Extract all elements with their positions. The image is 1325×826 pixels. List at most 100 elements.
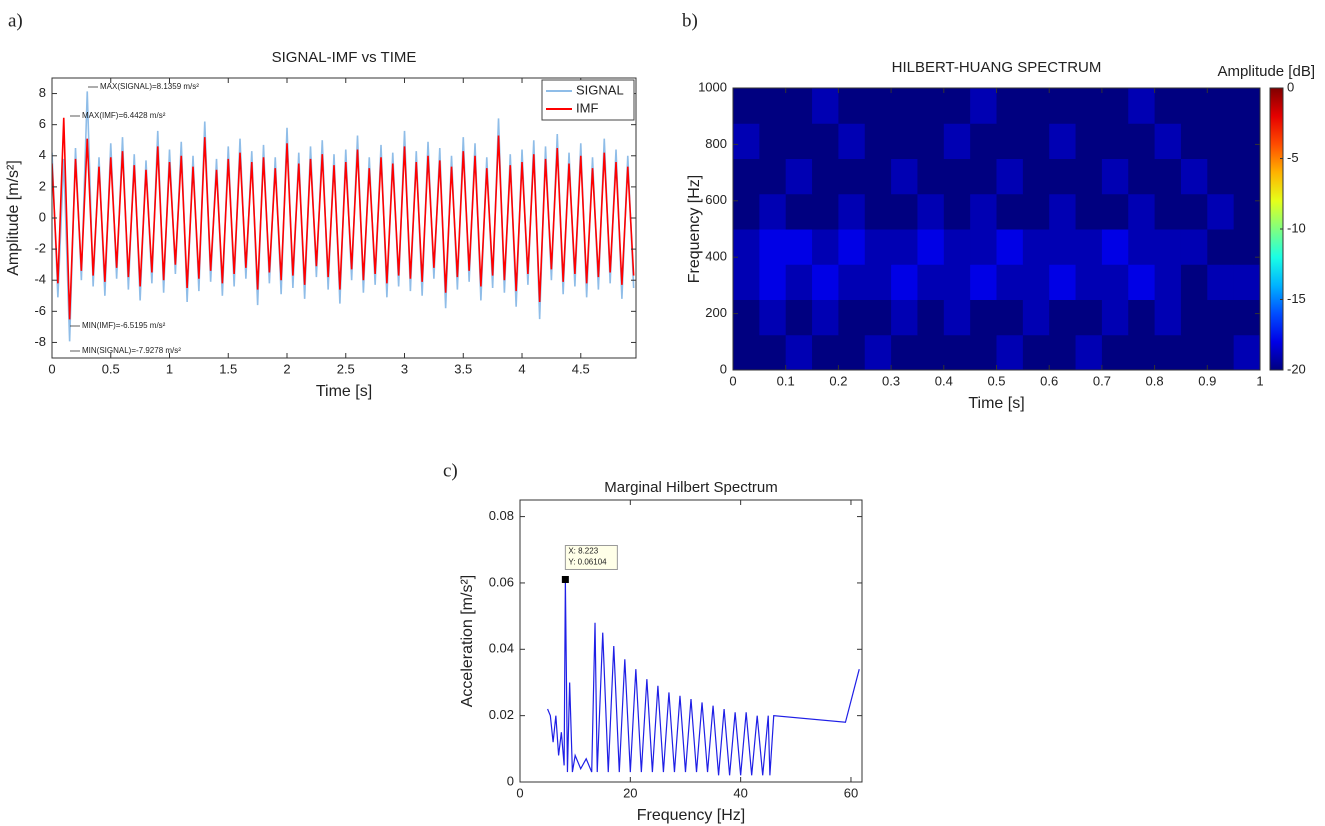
- heat-cell: [1233, 193, 1261, 230]
- heat-cell: [943, 193, 971, 230]
- heat-cell: [1049, 193, 1077, 230]
- heat-cell: [733, 334, 760, 371]
- heat-cell: [733, 264, 760, 300]
- heat-cell: [1207, 123, 1235, 159]
- y-tick-label: 0: [39, 209, 46, 224]
- x-tick-label: 0.2: [829, 373, 847, 388]
- heat-cell: [1075, 229, 1103, 265]
- heat-cell: [1233, 229, 1261, 265]
- heat-cell: [891, 193, 918, 230]
- heat-cell: [864, 88, 892, 124]
- x-tick-label: 1: [1256, 373, 1263, 388]
- heat-cell: [838, 229, 866, 265]
- heat-cell: [917, 158, 945, 195]
- x-tick-label: 1: [166, 361, 173, 376]
- heat-cell: [785, 123, 813, 159]
- heat-cell: [838, 88, 866, 124]
- heat-cell: [943, 334, 971, 371]
- colorbar-tick-label: -10: [1287, 220, 1306, 235]
- heat-cell: [1101, 158, 1129, 195]
- heat-cell: [864, 299, 892, 336]
- heat-cell: [838, 123, 866, 159]
- x-tick-label: 2: [283, 361, 290, 376]
- colorbar-tick-label: -15: [1287, 291, 1306, 306]
- x-tick-label: 0.5: [102, 361, 120, 376]
- heat-cell: [1180, 88, 1208, 124]
- heat-cell: [1180, 193, 1208, 230]
- x-tick-label: 0.1: [777, 373, 795, 388]
- heat-cell: [891, 123, 918, 159]
- heat-cell: [1049, 123, 1077, 159]
- chart-title: SIGNAL-IMF vs TIME: [272, 49, 417, 66]
- heat-cell: [1075, 334, 1103, 371]
- heat-cell: [1207, 264, 1235, 300]
- heat-cell: [1022, 193, 1050, 230]
- heat-cell: [1075, 123, 1103, 159]
- heat-cell: [812, 158, 839, 195]
- heat-cell: [838, 264, 866, 300]
- heat-cell: [1075, 88, 1103, 124]
- chart-title: Marginal Hilbert Spectrum: [604, 479, 777, 496]
- y-tick-label: 6: [39, 116, 46, 131]
- heat-cell: [785, 158, 813, 195]
- heat-cell: [1075, 193, 1103, 230]
- heat-cell: [1022, 264, 1050, 300]
- heat-cell: [1049, 264, 1077, 300]
- heat-cell: [759, 158, 787, 195]
- heat-cell: [838, 334, 866, 371]
- heat-cell: [864, 264, 892, 300]
- colorbar-tick-label: -5: [1287, 150, 1299, 165]
- heat-cell: [996, 264, 1024, 300]
- colorbar-tick-label: 0: [1287, 79, 1294, 94]
- heat-cell: [733, 158, 760, 195]
- datatip-marker: [561, 575, 569, 583]
- heat-cell: [1154, 229, 1182, 265]
- heat-cell: [1022, 334, 1050, 371]
- y-tick-label: 0.04: [489, 641, 514, 656]
- heat-cell: [733, 88, 760, 124]
- data-line: [547, 579, 860, 776]
- y-tick-label: 400: [705, 249, 727, 264]
- heat-cell: [1233, 264, 1261, 300]
- heat-cell: [759, 123, 787, 159]
- heat-cell: [785, 229, 813, 265]
- heat-cell: [838, 299, 866, 336]
- colorbar-label: Amplitude [dB]: [1217, 63, 1315, 80]
- heat-cell: [943, 88, 971, 124]
- heat-cell: [1101, 299, 1129, 336]
- heat-cell: [891, 158, 918, 195]
- x-axis-label: Frequency [Hz]: [637, 807, 745, 824]
- heat-cell: [970, 158, 997, 195]
- legend-box: [541, 79, 635, 121]
- heat-cell: [759, 334, 787, 371]
- heat-cell: [1128, 158, 1156, 195]
- heat-cell: [970, 229, 997, 265]
- heat-cell: [864, 193, 892, 230]
- heat-cell: [1207, 229, 1235, 265]
- heat-cell: [996, 229, 1024, 265]
- heat-cell: [1022, 299, 1050, 336]
- x-tick-label: 2.5: [337, 361, 355, 376]
- heat-cell: [759, 264, 787, 300]
- heat-cell: [917, 88, 945, 124]
- heat-cell: [864, 123, 892, 159]
- x-tick-label: 0.4: [935, 373, 953, 388]
- heat-cell: [1101, 88, 1129, 124]
- heat-cell: [1022, 158, 1050, 195]
- heat-cell: [970, 264, 997, 300]
- heat-cell: [1154, 158, 1182, 195]
- heat-cell: [891, 264, 918, 300]
- heat-cell: [1154, 88, 1182, 124]
- plot-frame: [519, 499, 863, 783]
- heat-cell: [759, 193, 787, 230]
- x-axis-label: Time [s]: [316, 383, 372, 400]
- heat-cell: [733, 193, 760, 230]
- heat-cell: [943, 264, 971, 300]
- heat-cell: [996, 299, 1024, 336]
- heat-cell: [1022, 123, 1050, 159]
- heat-cell: [759, 229, 787, 265]
- heat-cell: [1049, 334, 1077, 371]
- x-tick-label: 4: [518, 361, 525, 376]
- heat-cell: [917, 193, 945, 230]
- heat-cell: [891, 334, 918, 371]
